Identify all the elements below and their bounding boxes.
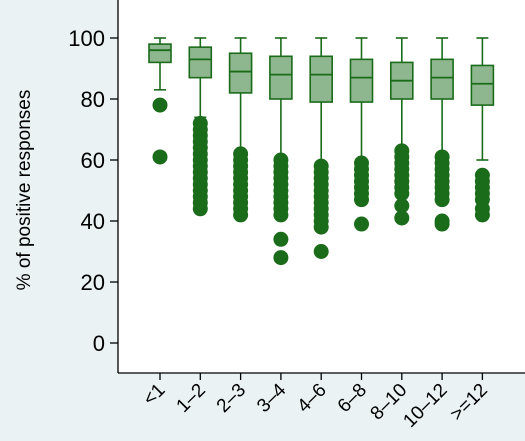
x-tick-label: 4–6 (293, 380, 330, 417)
y-tick-label: 40 (81, 209, 105, 234)
box-iqr (228, 52, 253, 94)
box-iqr (470, 64, 495, 106)
y-ticks: 0 20 40 60 80 100 (68, 26, 118, 356)
box-group (309, 37, 334, 259)
box-group (228, 37, 253, 223)
box-group (389, 37, 414, 226)
box-iqr (188, 46, 213, 79)
box-group (349, 37, 374, 232)
outlier-point (273, 250, 289, 266)
y-tick-label: 0 (93, 331, 105, 356)
outlier-point (152, 149, 168, 165)
box-group (470, 37, 495, 223)
box-iqr (148, 43, 172, 64)
outlier-point (233, 207, 249, 223)
outlier-point (394, 198, 410, 214)
outlier-point (394, 210, 410, 226)
box-group (269, 37, 293, 266)
y-tick-label: 80 (81, 87, 105, 112)
box-iqr (309, 55, 334, 103)
y-axis-title: % of positive responses (14, 90, 35, 291)
outlier-point (192, 201, 208, 217)
y-axis: 0 20 40 60 80 100 (68, 0, 119, 373)
outlier-point (394, 186, 410, 202)
boxes-layer (148, 37, 495, 266)
y-tick-label: 100 (68, 26, 105, 51)
box-iqr (430, 58, 454, 100)
x-tick-label: >=12 (446, 380, 491, 425)
x-tick-label: 6–8 (334, 380, 371, 417)
outlier-point (434, 192, 450, 208)
box-group (188, 37, 213, 217)
x-tick-label: 2–3 (213, 380, 250, 417)
outlier-point (474, 207, 490, 223)
box-group (430, 37, 454, 232)
outlier-point (152, 97, 168, 113)
y-tick-label: 20 (81, 270, 105, 295)
box-iqr (349, 58, 374, 103)
outlier-point (434, 216, 450, 232)
x-tick-label: 1–2 (173, 380, 210, 417)
outlier-point (313, 244, 329, 259)
x-tick-label: <1 (139, 380, 169, 410)
x-tick-label: 10–12 (399, 380, 451, 432)
outlier-point (273, 207, 289, 223)
outlier-point (354, 216, 369, 232)
outlier-point (273, 231, 289, 247)
y-tick-label: 60 (81, 148, 105, 173)
outlier-point (313, 219, 329, 235)
box-group (148, 37, 172, 165)
outlier-point (354, 192, 369, 208)
x-tick-label: 3–4 (253, 379, 291, 417)
box-iqr (269, 55, 293, 100)
